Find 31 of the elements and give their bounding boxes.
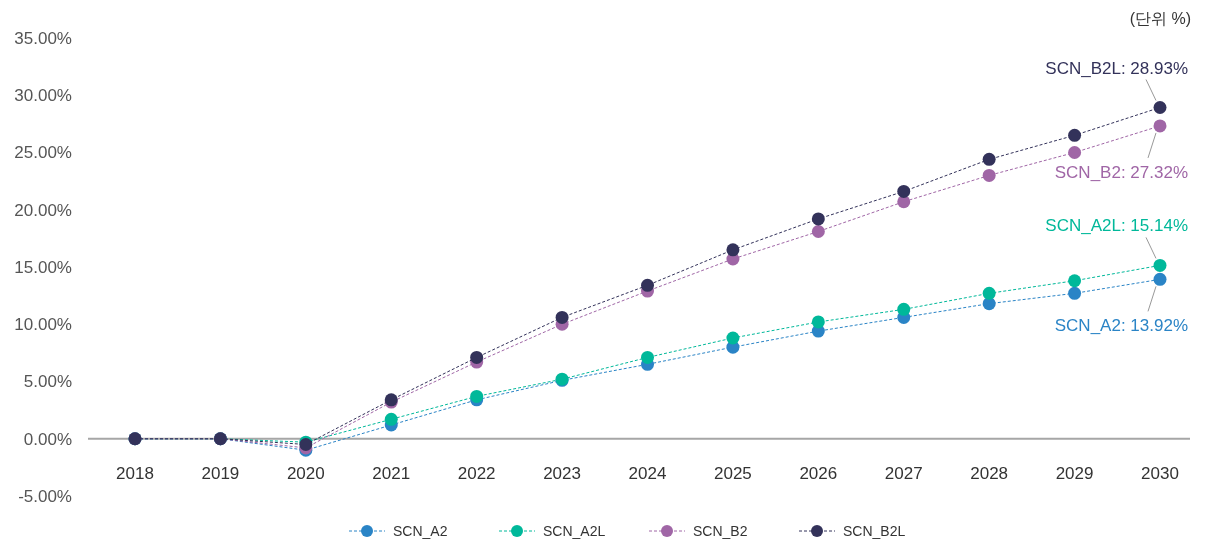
y-tick-label: 5.00% — [23, 372, 72, 392]
text: (단위 %) — [1129, 10, 1191, 27]
x-tick-label: 2023 — [543, 464, 581, 483]
legend-label: SCN_A2L — [543, 522, 606, 539]
x-tick-label: 2025 — [714, 464, 752, 483]
x-tick-label: 2021 — [372, 464, 411, 483]
y-tick-label: 35.00% — [14, 28, 72, 48]
x-tick-label: 2028 — [970, 464, 1009, 483]
x-tick-label: 2020 — [286, 464, 325, 483]
x-tick-label: 2027 — [884, 464, 923, 483]
x-tick-label: 2018 — [116, 464, 154, 483]
annotation: SCN_A2L: 15.14% — [1045, 216, 1188, 236]
y-tick-label: 25.00% — [14, 143, 72, 163]
x-tick-label: 2026 — [799, 464, 838, 483]
annotation: SCN_B2L: 28.93% — [1045, 58, 1188, 78]
y-tick-label: 15.00% — [14, 257, 72, 277]
legend-label: SCN_B2 — [693, 522, 748, 539]
x-tick-label: 2024 — [628, 464, 667, 483]
x-tick-label: 2022 — [457, 464, 496, 483]
y-tick-label: 10.00% — [14, 315, 72, 335]
legend-label: SCN_A2 — [393, 522, 448, 539]
annotation: SCN_B2: 27.32% — [1054, 162, 1188, 182]
y-tick-label: -5.00% — [18, 486, 72, 506]
x-tick-label: 2019 — [201, 464, 240, 483]
y-tick-label: 0.00% — [23, 429, 72, 449]
y-tick-label: 30.00% — [14, 86, 72, 106]
x-tick-label: 2030 — [1141, 464, 1179, 483]
x-tick-label: 2029 — [1055, 464, 1094, 483]
legend-label: SCN_B2L — [843, 522, 906, 539]
y-tick-label: 20.00% — [14, 200, 72, 220]
annotation: SCN_A2: 13.92% — [1054, 316, 1188, 336]
